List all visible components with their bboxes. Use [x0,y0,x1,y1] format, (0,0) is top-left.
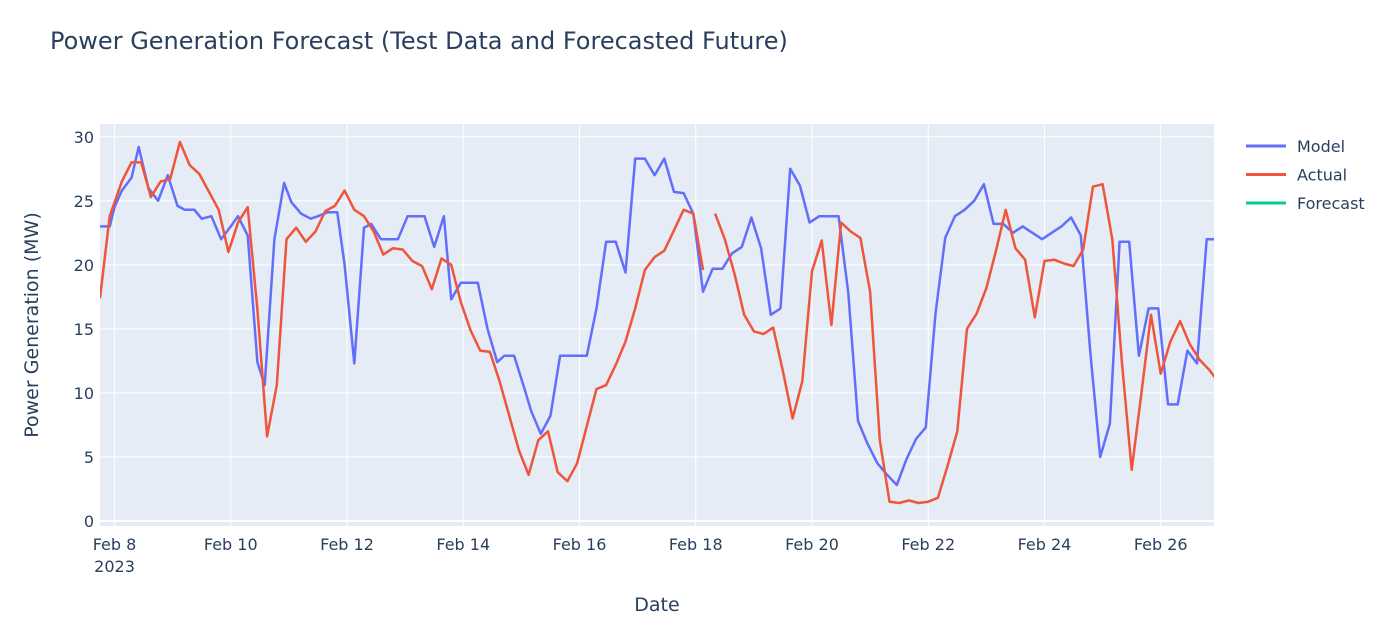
legend-item-actual[interactable]: Actual [1246,166,1347,185]
series-lines [100,140,1379,505]
x-tick-label: Feb 8 [93,535,137,554]
y-axis-title: Power Generation (MW) [21,212,43,438]
legend-item-model[interactable]: Model [1246,137,1345,156]
chart-title: Power Generation Forecast (Test Data and… [50,27,788,55]
y-axis-ticks: 0 5 10 15 20 25 30 [74,128,94,531]
x-tick-label: Feb 20 [785,535,839,554]
y-tick-label: 10 [74,384,94,403]
x-tick-label: Feb 22 [901,535,955,554]
legend-label: Actual [1297,166,1347,185]
x-tick-label: Feb 12 [320,535,374,554]
y-tick-label: 5 [84,448,94,467]
x-axis-title: Date [634,594,679,616]
legend-label: Model [1297,137,1345,156]
x-tick-label: Feb 16 [553,535,607,554]
y-tick-label: 0 [84,512,94,531]
legend-label: Forecast [1297,194,1365,213]
x-tick-label: Feb 26 [1134,535,1188,554]
y-tick-label: 25 [74,192,94,211]
y-tick-label: 30 [74,128,94,147]
series-line-model[interactable] [100,145,1214,487]
y-tick-label: 20 [74,256,94,275]
series-line-actual[interactable] [100,140,705,483]
x-tick-label: Feb 18 [669,535,723,554]
grid-lines [100,124,1214,526]
x-tick-year-label: 2023 [94,557,135,576]
series-line-actual-segment-2[interactable] [713,182,1238,505]
legend: Model Actual Forecast [1246,137,1365,213]
legend-item-forecast[interactable]: Forecast [1246,194,1365,213]
x-tick-label: Feb 14 [436,535,490,554]
y-tick-label: 15 [74,320,94,339]
x-tick-label: Feb 10 [204,535,258,554]
x-axis-ticks: Feb 8 2023 Feb 10 Feb 12 Feb 14 Feb 16 Feb 18 F… [93,535,1188,576]
x-tick-label: Feb 24 [1018,535,1072,554]
plot-area[interactable] [100,124,1214,526]
series-line-forecast[interactable] [1253,223,1379,456]
